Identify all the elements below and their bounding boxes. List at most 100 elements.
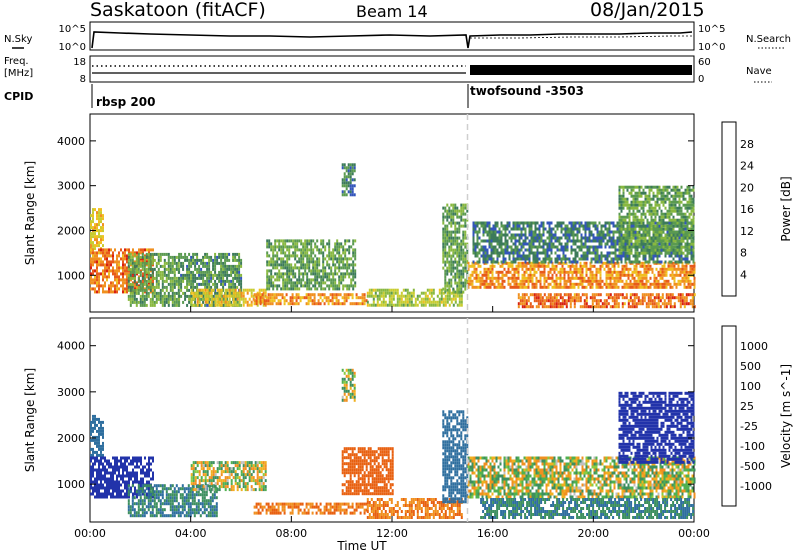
data-cell <box>288 251 291 255</box>
data-cell <box>655 267 658 271</box>
data-cell <box>220 300 223 304</box>
data-cell <box>236 300 239 304</box>
data-cell <box>559 296 562 300</box>
data-cell <box>314 272 317 276</box>
data-cell <box>599 285 602 289</box>
data-cell <box>292 281 295 285</box>
data-cell <box>628 260 631 264</box>
data-cell <box>226 264 229 268</box>
data-cell <box>129 252 132 256</box>
data-cell <box>645 279 648 283</box>
data-cell <box>94 244 96 248</box>
data-cell <box>212 282 215 286</box>
data-cell <box>525 267 528 271</box>
data-cell <box>108 275 110 279</box>
data-cell <box>321 293 324 297</box>
data-cell <box>567 279 570 283</box>
data-cell <box>194 291 197 295</box>
data-cell <box>446 254 449 258</box>
data-cell <box>328 275 331 279</box>
data-cell <box>578 257 581 261</box>
data-cell <box>114 290 116 294</box>
data-cell <box>361 296 364 300</box>
freq-strip-frame <box>89 55 695 83</box>
data-cell <box>683 267 686 271</box>
data-cell <box>384 288 387 292</box>
data-cell <box>116 275 118 279</box>
data-cell <box>550 227 553 231</box>
data-cell <box>581 293 584 297</box>
data-cell <box>454 221 457 225</box>
data-cell <box>689 279 692 283</box>
data-cell <box>230 300 233 304</box>
data-cell <box>232 252 235 256</box>
data-cell <box>616 230 619 234</box>
data-cell <box>114 284 116 288</box>
data-cell <box>569 276 572 280</box>
data-cell <box>589 270 592 274</box>
data-cell <box>127 264 130 268</box>
noise-search-trace <box>470 35 692 39</box>
data-cell <box>621 279 624 283</box>
data-cell <box>94 238 96 242</box>
data-cell <box>402 303 405 307</box>
data-cell <box>553 305 556 309</box>
data-cell <box>545 305 548 309</box>
data-cell <box>351 193 354 197</box>
data-cell <box>612 224 615 228</box>
data-cell <box>124 287 126 291</box>
data-cell <box>163 252 166 256</box>
data-cell <box>139 261 142 265</box>
data-cell <box>328 257 331 261</box>
data-cell <box>610 236 613 240</box>
data-cell <box>475 276 478 280</box>
data-cell <box>541 264 544 268</box>
data-cell <box>537 302 540 306</box>
data-cell <box>351 169 354 173</box>
data-cell <box>208 258 211 262</box>
data-cell <box>289 302 292 306</box>
data-cell <box>687 279 690 283</box>
data-cell <box>585 279 588 283</box>
data-cell <box>302 263 305 267</box>
data-cell <box>542 221 545 225</box>
data-cell <box>192 291 195 295</box>
data-cell <box>208 294 211 298</box>
data-cell <box>274 248 277 252</box>
data-cell <box>556 227 559 231</box>
data-cell <box>440 294 443 298</box>
data-cell <box>268 254 271 258</box>
data-cell <box>621 302 624 306</box>
data-cell <box>548 221 551 225</box>
data-cell <box>151 270 154 274</box>
data-cell <box>378 288 381 292</box>
data-cell <box>220 279 223 283</box>
data-cell <box>681 302 684 306</box>
data-cell <box>631 302 634 306</box>
data-cell <box>657 305 660 309</box>
data-cell <box>426 288 429 292</box>
data-cell <box>446 227 449 231</box>
data-cell <box>272 275 275 279</box>
data-cell <box>240 291 243 295</box>
data-cell <box>363 293 366 297</box>
data-cell <box>276 284 279 288</box>
data-cell <box>456 266 459 270</box>
data-cell <box>315 302 318 306</box>
data-cell <box>491 276 494 280</box>
data-cell <box>175 303 178 307</box>
data-cell <box>487 285 490 289</box>
data-cell <box>530 239 533 243</box>
data-cell <box>182 300 185 304</box>
data-cell <box>618 191 621 195</box>
data-cell <box>524 236 527 240</box>
data-cell <box>539 264 542 268</box>
data-cell <box>218 273 221 277</box>
data-cell <box>618 239 621 243</box>
data-cell <box>636 257 639 261</box>
data-cell <box>466 281 469 285</box>
data-cell <box>147 273 150 277</box>
data-cell <box>614 245 617 249</box>
data-cell <box>184 297 187 301</box>
data-cell <box>663 282 666 286</box>
